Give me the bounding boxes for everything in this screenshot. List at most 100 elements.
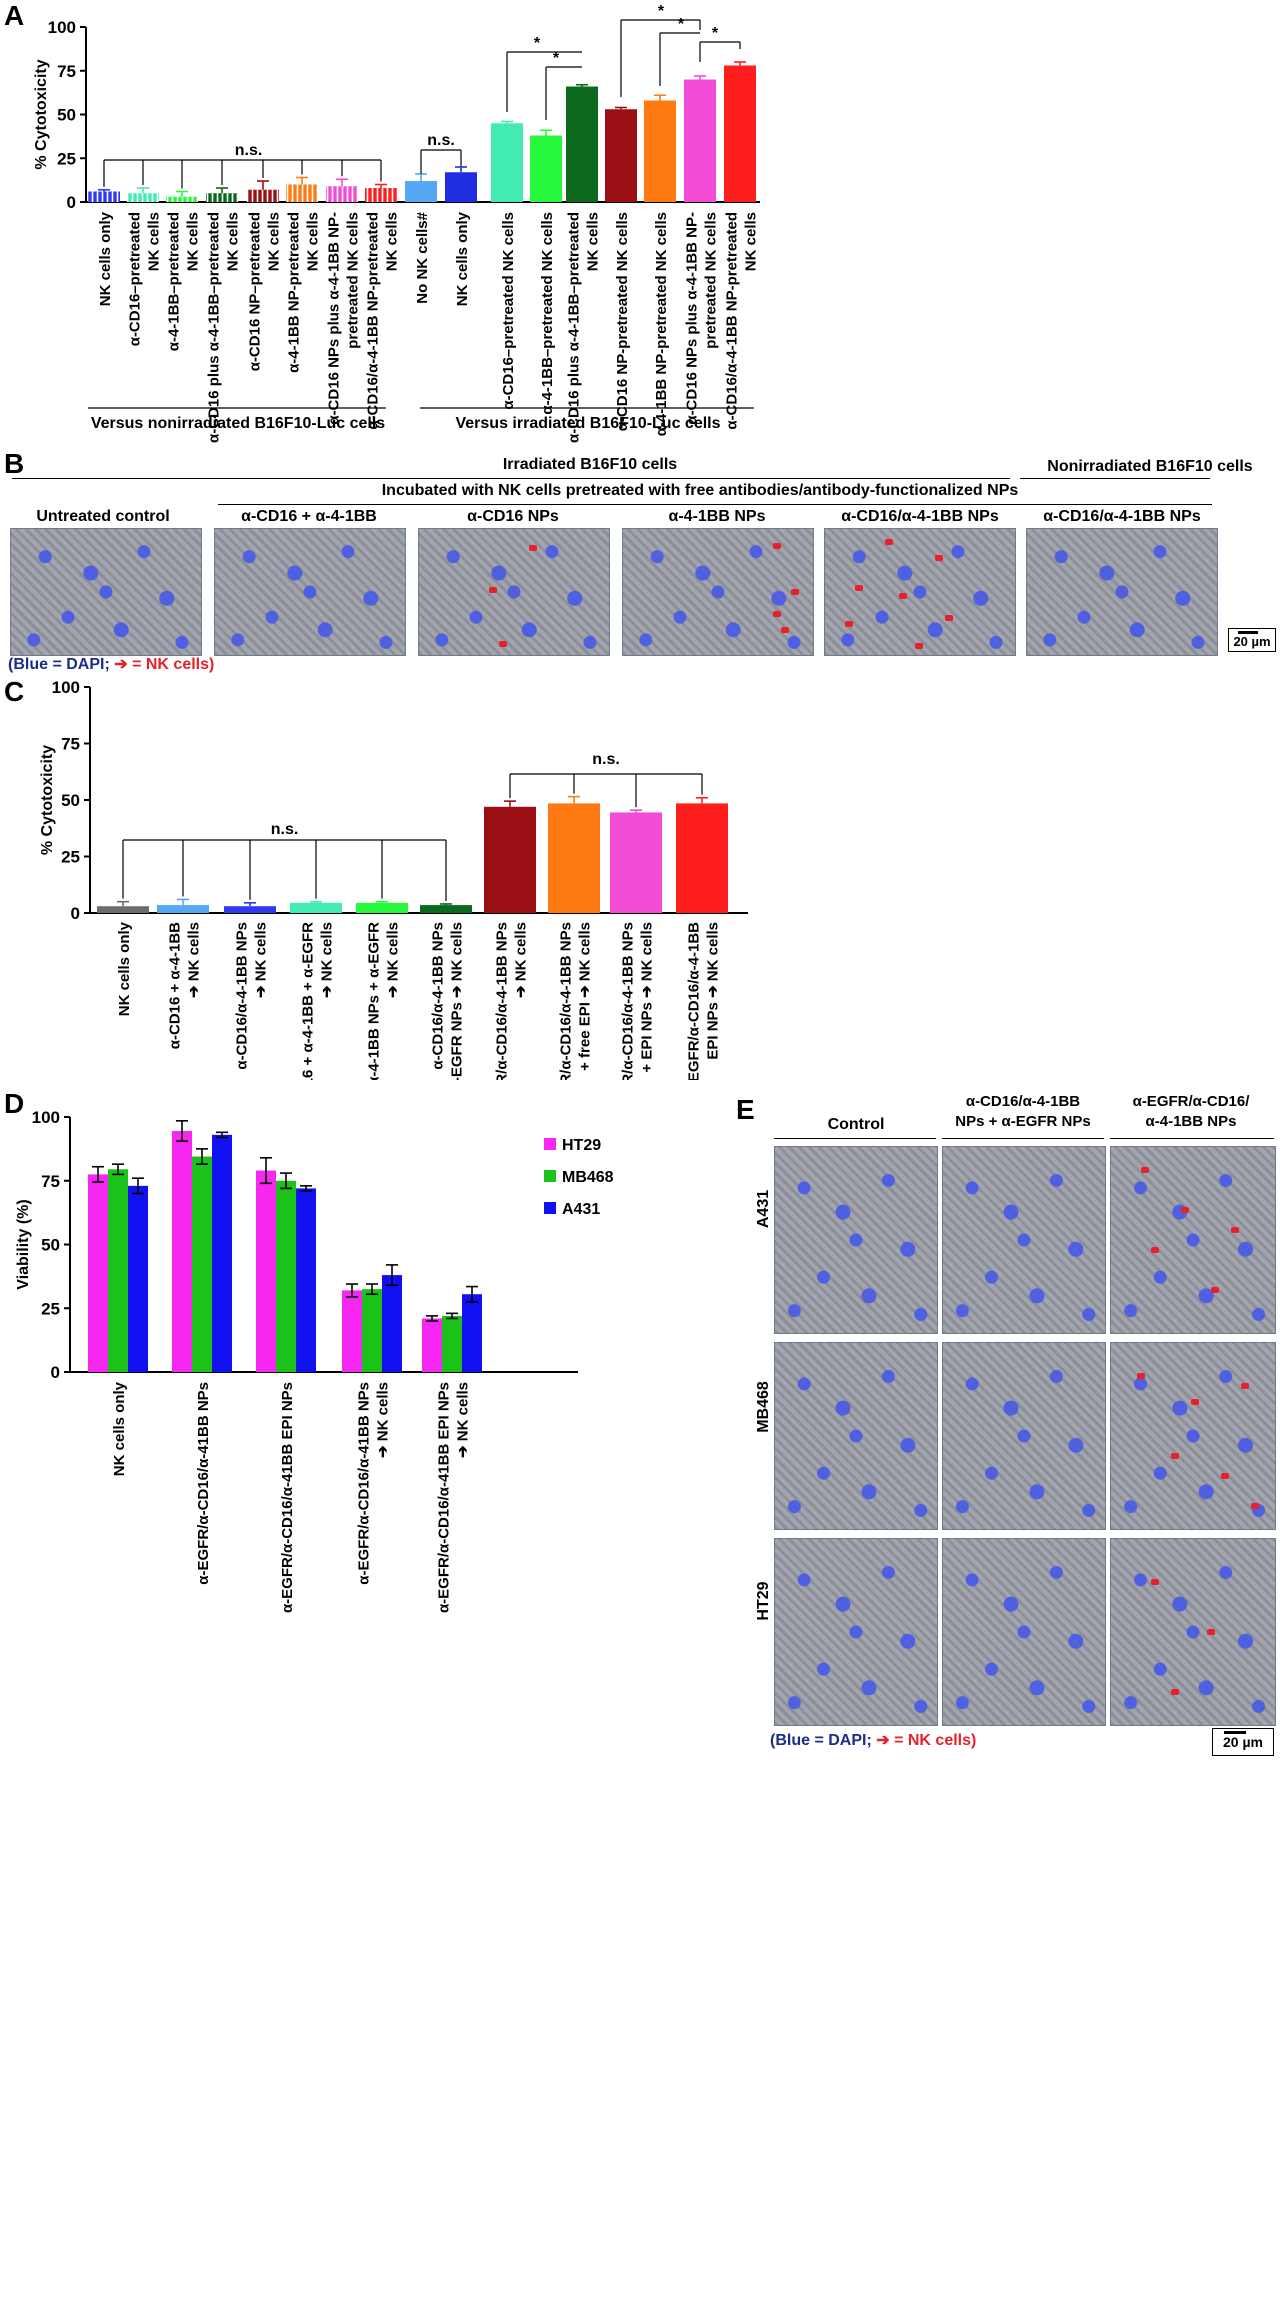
b-label-cd16-41bb-nps-nonirr: α-CD16/α-4-1BB NPs <box>1043 508 1201 525</box>
d-legend-label: A431 <box>562 1201 600 1218</box>
c-category-label: + α-EGFR NPs ➔ NK cells <box>449 922 466 1080</box>
header-irradiated: Irradiated B16F10 cells <box>502 456 678 473</box>
c-category-label: ➔ NK cells <box>186 922 203 998</box>
d-legend-label: HT29 <box>562 1137 601 1154</box>
d-bar <box>172 1131 192 1372</box>
a-bar-hatch <box>326 186 358 202</box>
c-bar <box>610 812 662 913</box>
micrograph-mb468-cd16 <box>942 1342 1106 1530</box>
micrograph-untreated <box>10 528 202 656</box>
a-y-tick-label: 50 <box>57 106 76 125</box>
c-category-label: + EPI NPs ➔ NK cells <box>639 922 656 1073</box>
e-row-ht29: HT29 <box>755 1581 772 1621</box>
a-y-axis-label: % Cytotoxicity <box>33 59 50 169</box>
panel-letter-c: C <box>4 676 25 707</box>
micrograph-cd16-41bb-nps-nonirr <box>1026 528 1218 656</box>
d-bar <box>108 1169 128 1372</box>
d-category-label: α-EGFR/α-CD16/α-41BB NPs <box>356 1382 373 1585</box>
b-label-cd16-41bb-nps: α-CD16/α-4-1BB NPs <box>841 508 999 525</box>
nk-cell-marker <box>1151 1579 1159 1585</box>
nk-cell-marker <box>1251 1503 1259 1509</box>
c-category-label: α-CD16 + α-4-1BB <box>167 922 184 1049</box>
a-bar <box>724 65 756 202</box>
header-irradiated-line <box>12 478 1010 479</box>
a-bar <box>644 100 676 202</box>
a-y-tick-label: 100 <box>48 18 76 37</box>
a-category-label: α-CD16 plus α-4-1BB–pretreated <box>566 212 583 443</box>
d-legend-label: MB468 <box>562 1169 614 1186</box>
a-ns-label-2: n.s. <box>427 132 455 149</box>
scale-bar-e-label: 20 µm <box>1223 1734 1263 1750</box>
d-bar <box>342 1290 362 1372</box>
e-col-cd16: α-CD16/α-4-1BB NPs + α-EGFR NPs <box>938 1092 1108 1132</box>
a-ns-label: n.s. <box>235 142 263 159</box>
a-category-label: NK cells <box>384 212 401 271</box>
a-category-label: α-CD16 NPs plus α-4-1BB NP- <box>326 212 343 425</box>
d-bar <box>462 1294 482 1372</box>
c-category-label: α-EGFR/α-CD16/α-4-1BB <box>686 922 703 1080</box>
c-category-label: + free EPI ➔ NK cells <box>577 922 594 1071</box>
micrograph-ht29-control <box>774 1538 938 1726</box>
d-y-tick-label: 75 <box>41 1172 60 1191</box>
e-row-mb468: MB468 <box>755 1381 772 1433</box>
d-bar <box>422 1318 442 1372</box>
c-bar <box>420 905 472 913</box>
scale-bar-b <box>1228 628 1276 652</box>
nk-cell-marker <box>1207 1629 1215 1635</box>
a-bar <box>566 86 598 202</box>
a-sig-star: * <box>712 25 719 42</box>
a-category-label: α-CD16/α-4-1BB NP-pretreated <box>724 212 741 430</box>
d-bar <box>192 1156 212 1372</box>
header-incubated-line <box>218 504 1212 505</box>
c-bar <box>97 906 149 913</box>
c-category-label: α-EGFR/α-CD16/α-4-1BB NPs <box>620 922 637 1080</box>
nk-cell-marker <box>885 539 893 545</box>
c-bar <box>484 806 536 913</box>
nk-cell-marker <box>945 615 953 621</box>
a-category-label: NK cells only <box>454 211 471 306</box>
nk-cell-marker <box>499 641 507 647</box>
c-bar <box>157 905 209 913</box>
c-category-label: α-CD16 + α-4-1BB + α-EGFR <box>300 922 317 1080</box>
b-label-untreated: Untreated control <box>36 508 170 525</box>
a-bar-hatch <box>127 193 159 202</box>
legend-e-blue: (Blue = DAPI; <box>770 1732 877 1749</box>
micrograph-free-ab <box>214 528 406 656</box>
d-y-tick-label: 25 <box>41 1299 60 1318</box>
header-nonirradiated: Nonirradiated B16F10 cells <box>1047 458 1253 475</box>
c-category-label: ➔ NK cells <box>513 922 530 998</box>
micrograph-ht29-egfr <box>1110 1538 1276 1726</box>
a-group1-label: Versus nonirradiated B16F10-Luc cells <box>91 415 385 432</box>
a-category-label: NK cells <box>185 212 202 271</box>
a-category-label: α-CD16/α-4-1BB NP-pretreated <box>365 212 382 430</box>
nk-cell-marker <box>1171 1689 1179 1695</box>
header-incubated: Incubated with NK cells pretreated with … <box>381 482 1019 499</box>
nk-cell-marker <box>1191 1399 1199 1405</box>
panel-letter-b: B <box>4 448 25 479</box>
nk-cell-marker <box>773 611 781 617</box>
d-bar <box>382 1275 402 1372</box>
panel-letter-a: A <box>4 0 25 31</box>
micrograph-41bb-nps <box>622 528 814 656</box>
c-bar <box>676 803 728 913</box>
micrograph-mb468-control <box>774 1342 938 1530</box>
c-category-label: α-CD16/α-4-1BB NPs <box>234 922 251 1070</box>
nk-cell-marker <box>1137 1373 1145 1379</box>
c-y-tick-label: 50 <box>61 791 80 810</box>
micrograph-mb468-egfr <box>1110 1342 1276 1530</box>
d-category-label: α-EGFR/α-CD16/α-41BB EPI NPs <box>279 1382 296 1613</box>
a-bar <box>405 181 437 202</box>
a-category-label: α-CD16–pretreated <box>127 212 144 346</box>
c-y-tick-label: 100 <box>52 678 80 697</box>
scale-bar-b-label: 20 µm <box>1233 634 1271 649</box>
c-category-label: α-CD16/α-4-1BB NPs <box>430 922 447 1070</box>
scale-bar-e <box>1212 1728 1274 1756</box>
legend-b-blue: (Blue = DAPI; <box>8 656 115 673</box>
d-category-label: ➔ NK cells <box>455 1382 472 1458</box>
a-category-label: NK cells <box>266 212 283 271</box>
a-category-label: pretreated NK cells <box>703 212 720 349</box>
a-category-label: α-4-1BB NP-pretreated <box>286 212 303 373</box>
d-bar <box>88 1174 108 1372</box>
c-category-label: ➔ NK cells <box>385 922 402 998</box>
legend-e: (Blue = DAPI; ➔ = NK cells) <box>770 1730 976 1750</box>
